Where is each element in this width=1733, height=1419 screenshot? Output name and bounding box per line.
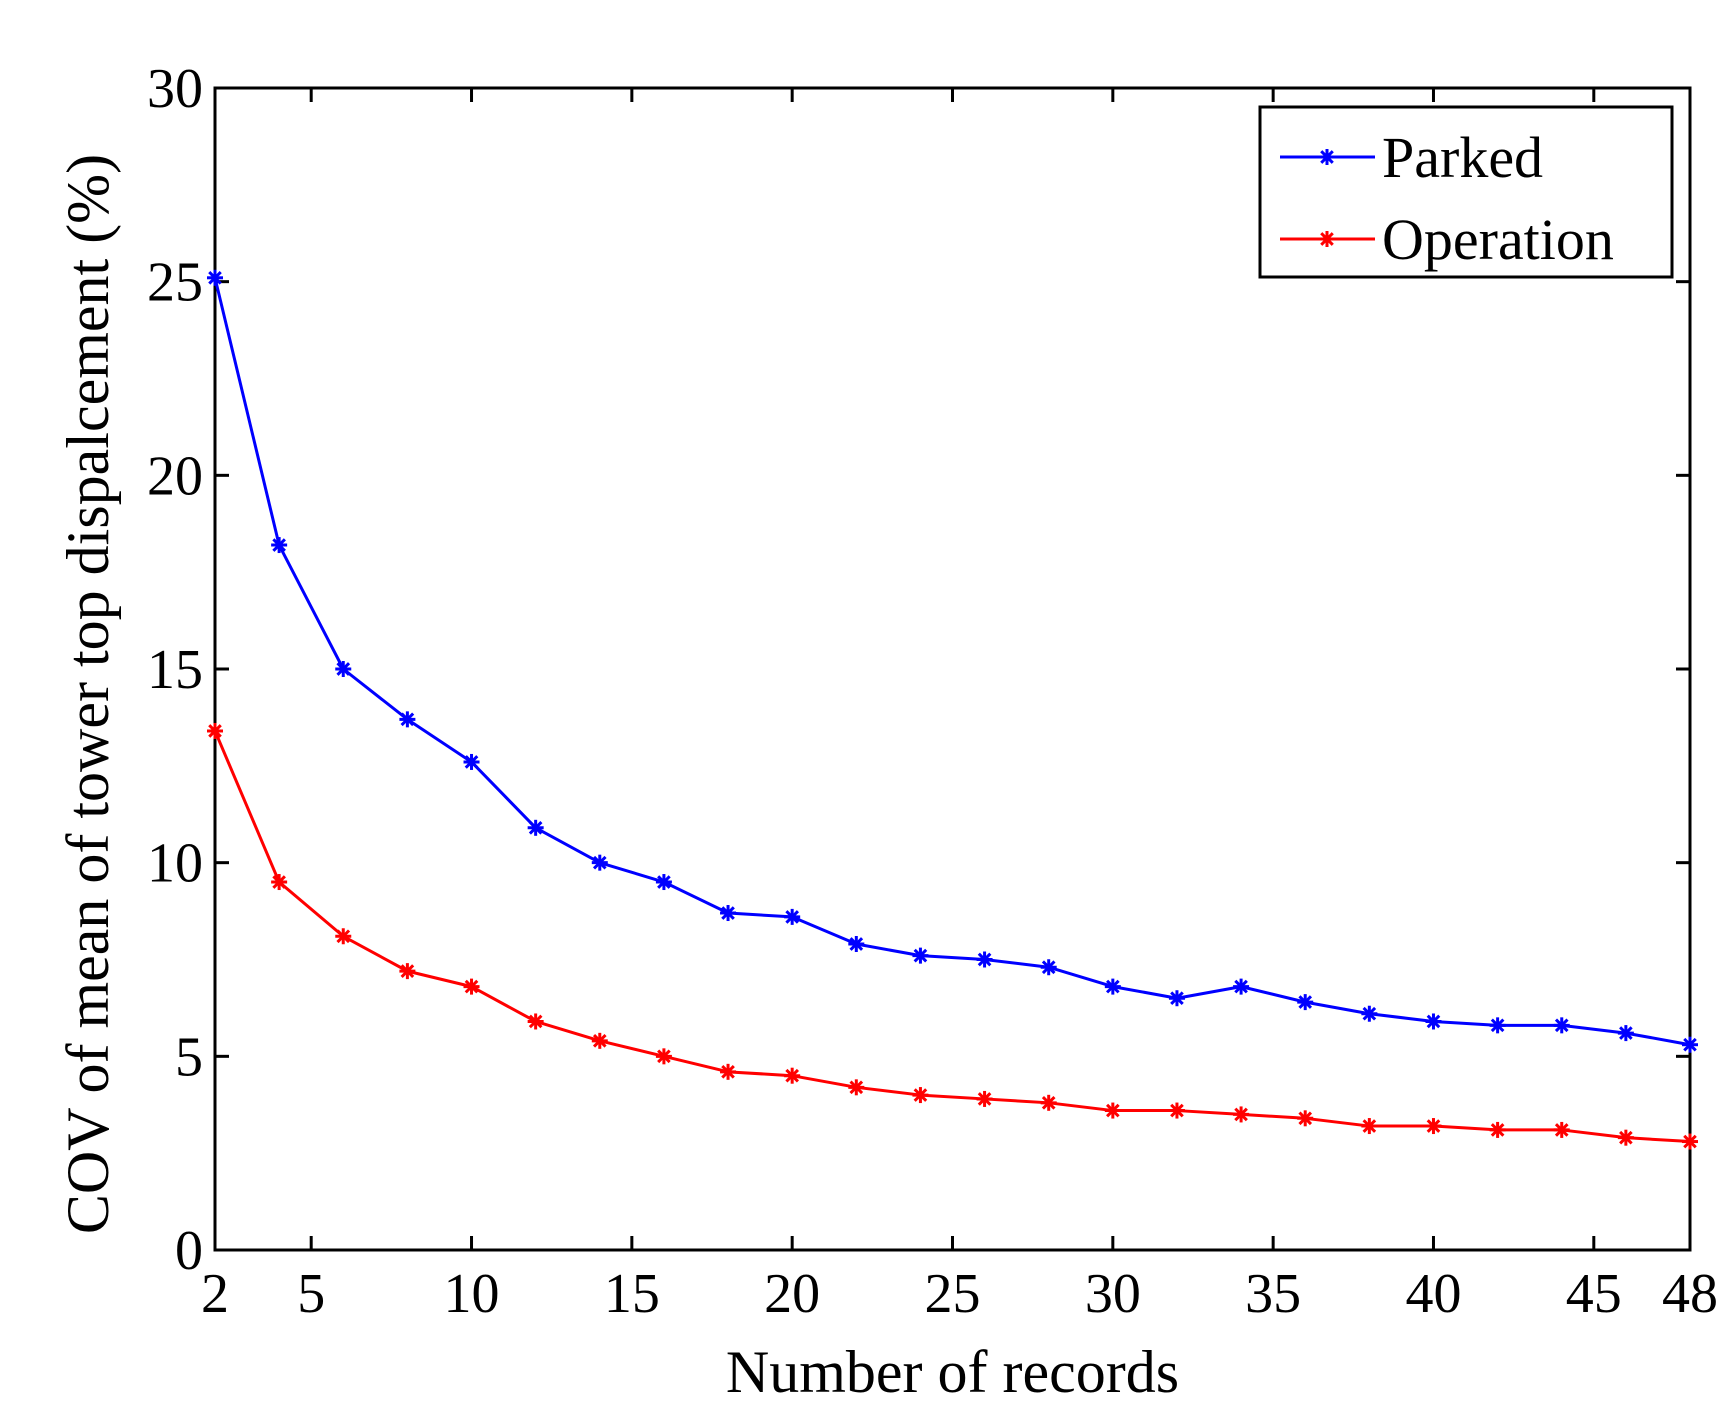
legend-label-operation: Operation (1382, 207, 1614, 272)
y-tick-label: 25 (147, 252, 203, 314)
legend-box (1258, 105, 1674, 279)
series-line-operation (213, 730, 1691, 1144)
data-point-parked (1489, 1017, 1506, 1034)
x-tick-label: 20 (764, 1263, 820, 1325)
y-tick-label: 30 (147, 58, 203, 120)
data-point-parked (399, 711, 416, 728)
y-tick-label: 15 (147, 639, 203, 701)
data-point-operation (1617, 1129, 1634, 1146)
data-point-operation (591, 1032, 608, 1049)
data-point-parked (720, 905, 737, 922)
x-tick-label: 45 (1566, 1263, 1622, 1325)
y-axis-title: COV of mean of tower top dispalcement (%… (55, 154, 121, 1234)
x-tick-label: 40 (1405, 1263, 1461, 1325)
data-point-operation (1361, 1118, 1378, 1135)
data-point-parked (848, 936, 865, 953)
data-point-operation (1489, 1121, 1506, 1138)
data-point-operation (271, 874, 288, 891)
data-point-operation (784, 1067, 801, 1084)
data-point-operation (655, 1048, 672, 1065)
data-point-operation (1168, 1102, 1185, 1119)
x-tick-label: 15 (604, 1263, 660, 1325)
legend-marker-operation (1319, 231, 1335, 247)
x-axis-title: Number of records (726, 1339, 1179, 1405)
y-tick-label: 10 (147, 833, 203, 895)
data-point-parked (1425, 1013, 1442, 1030)
legend: Parked Operation (1258, 105, 1674, 279)
data-point-operation (335, 928, 352, 945)
data-point-parked (335, 661, 352, 677)
data-point-parked (271, 537, 288, 554)
data-point-operation (1425, 1118, 1442, 1135)
y-tick-label: 5 (175, 1026, 203, 1088)
data-point-operation (1682, 1133, 1698, 1150)
legend-label-parked: Parked (1382, 125, 1543, 190)
data-point-parked (912, 947, 929, 964)
data-point-parked (1617, 1025, 1634, 1042)
data-point-parked (1553, 1017, 1570, 1034)
data-point-operation (1233, 1106, 1250, 1123)
data-point-parked (1682, 1036, 1698, 1053)
y-tick-label: 20 (147, 445, 203, 507)
data-point-parked (1104, 978, 1121, 995)
data-point-operation (1040, 1094, 1057, 1111)
x-tick-label: 48 (1662, 1263, 1718, 1325)
legend-marker-parked (1319, 149, 1335, 165)
data-point-operation (848, 1079, 865, 1096)
data-point-operation (527, 1013, 544, 1030)
data-point-parked (784, 908, 801, 925)
data-point-operation (399, 963, 416, 980)
x-tick-label: 5 (297, 1263, 325, 1325)
y-tick-label: 0 (175, 1220, 203, 1282)
x-tick-label: 2 (201, 1263, 229, 1325)
data-point-operation (1297, 1110, 1314, 1127)
data-point-parked (591, 854, 608, 871)
data-point-operation (1104, 1102, 1121, 1119)
data-point-operation (720, 1063, 737, 1080)
data-point-operation (207, 722, 223, 739)
data-point-parked (655, 874, 672, 891)
data-point-parked (527, 819, 544, 836)
data-point-operation (976, 1090, 993, 1107)
data-point-parked (1168, 990, 1185, 1007)
data-point-parked (1040, 959, 1057, 976)
series-line-parked (213, 277, 1691, 1047)
data-point-parked (463, 753, 480, 770)
data-point-parked (976, 951, 993, 968)
data-point-parked (1361, 1005, 1378, 1022)
x-tick-label: 30 (1085, 1263, 1141, 1325)
x-tick-label: 25 (925, 1263, 981, 1325)
data-point-operation (1553, 1121, 1570, 1138)
data-point-parked (1297, 994, 1314, 1011)
data-point-parked (1233, 978, 1250, 995)
data-point-operation (912, 1087, 929, 1104)
x-tick-label: 10 (444, 1263, 500, 1325)
x-tick-label: 35 (1245, 1263, 1301, 1325)
data-point-parked (207, 269, 223, 286)
data-point-operation (463, 978, 480, 995)
